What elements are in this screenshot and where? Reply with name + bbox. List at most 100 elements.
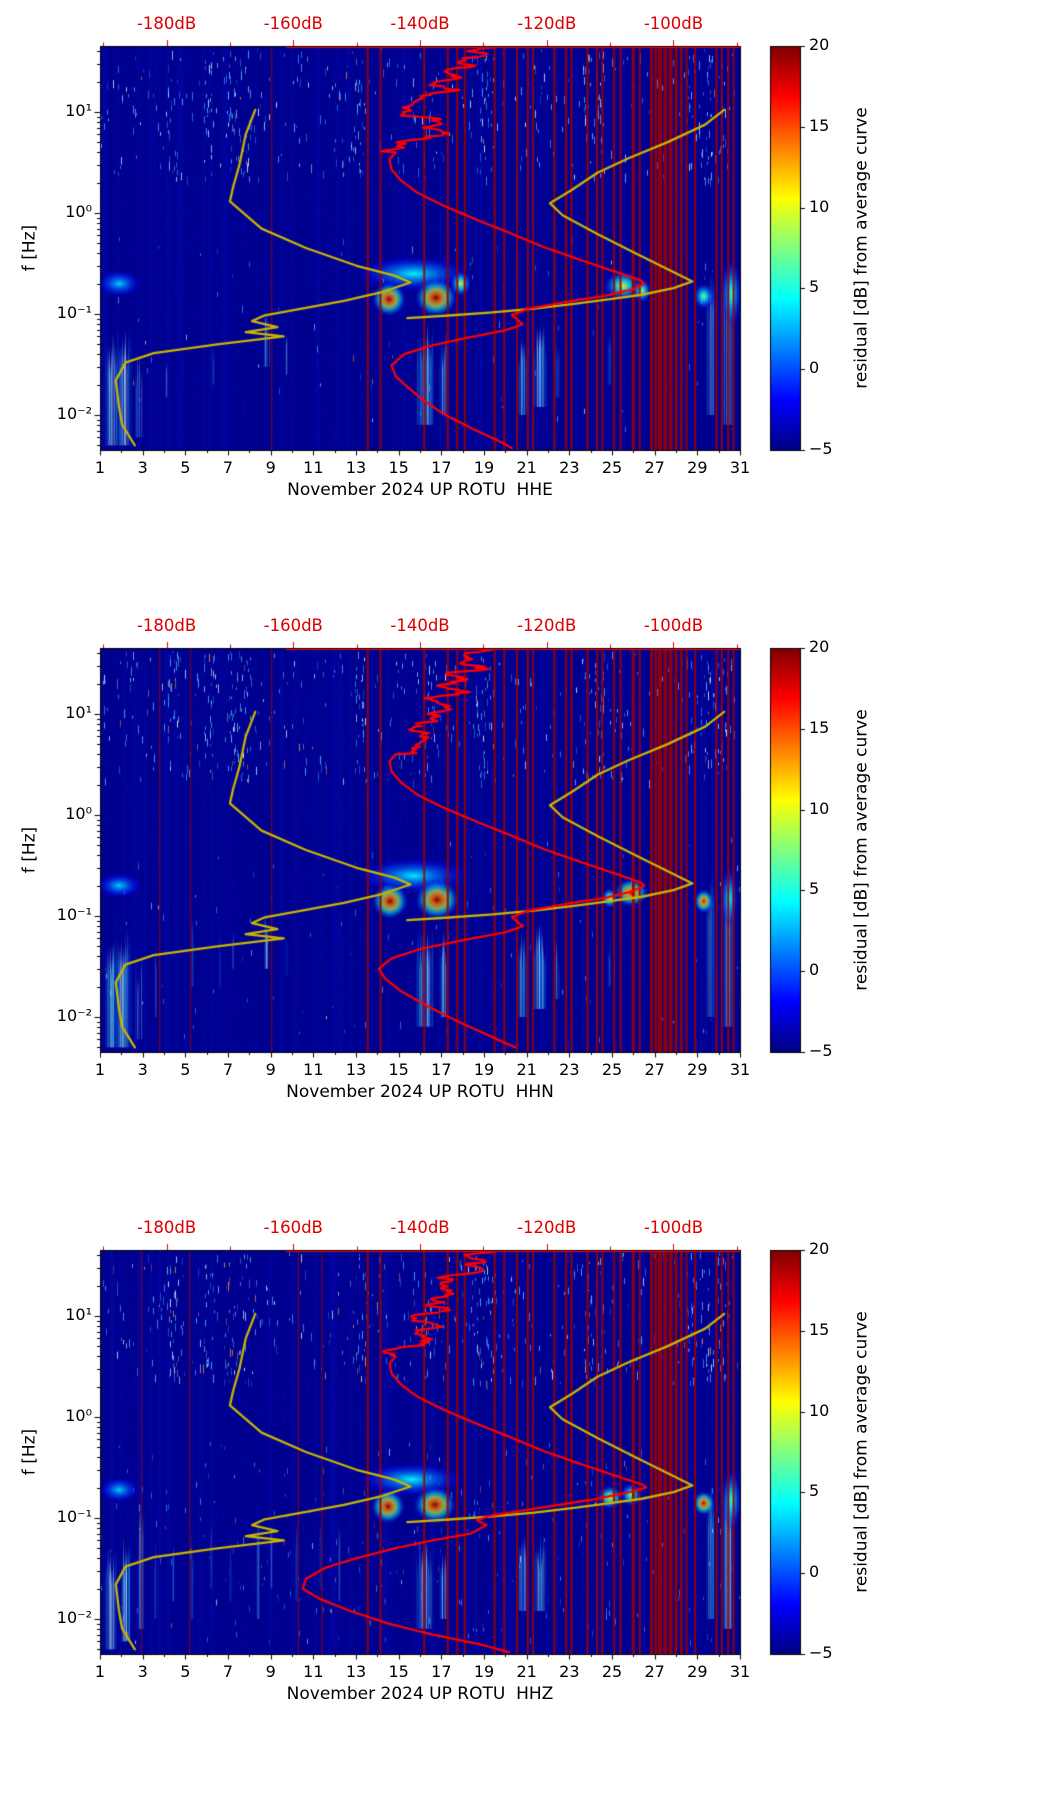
colorbar-tick-label: 15: [809, 717, 830, 737]
x-axis-title: November 2024 UP ROTU HHZ: [286, 1684, 554, 1704]
y-tick-label: 10⁻²: [56, 403, 92, 423]
x-tick-label: 1: [94, 458, 106, 477]
x-tick-label: 9: [265, 458, 276, 477]
x-tick-label: 7: [222, 458, 234, 477]
colorbar-tick-label: 5: [809, 1481, 820, 1501]
y-tick-label: 10⁰: [65, 201, 92, 221]
y-axis-title: f [Hz]: [19, 826, 40, 874]
y-axis-title: f [Hz]: [19, 1428, 40, 1476]
x-tick-label: 5: [180, 458, 191, 477]
x-tick-label: 9: [265, 1662, 276, 1681]
x-tick-label: 11: [303, 458, 324, 477]
x-tick-label: 13: [345, 458, 367, 477]
colorbar-tick-label: 15: [809, 115, 830, 135]
top-axis-tick-label: -120dB: [517, 1218, 577, 1237]
colorbar-title: residual [dB] from average curve: [851, 709, 872, 991]
colorbar-title: residual [dB] from average curve: [851, 1311, 872, 1593]
x-tick-label: 1: [94, 1060, 106, 1079]
x-tick-label: 13: [345, 1662, 367, 1681]
y-axis-title: f [Hz]: [19, 224, 40, 272]
colorbar-tick-label: 20: [809, 637, 830, 656]
x-tick-label: 15: [388, 1662, 409, 1681]
x-tick-label: 23: [559, 1662, 580, 1681]
spectrogram-canvas-hhz: [0, 1204, 1052, 1806]
top-axis-tick-label: -180dB: [136, 616, 197, 635]
spectrogram-canvas-hhe: [0, 0, 1052, 602]
x-tick-label: 3: [137, 1662, 148, 1681]
colorbar-tick-label: 0: [809, 1562, 820, 1582]
spectrogram-canvas-hhn: [0, 602, 1052, 1204]
y-tick-label: 10¹: [65, 702, 92, 722]
y-tick-label: 10⁻²: [56, 1607, 92, 1627]
y-tick-label: 10¹: [65, 100, 92, 120]
top-axis-tick-label: -140dB: [390, 616, 450, 635]
x-tick-label: 17: [431, 1060, 452, 1079]
x-tick-label: 19: [473, 1662, 495, 1681]
x-tick-label: 5: [180, 1060, 191, 1079]
y-tick-label: 10⁰: [65, 803, 92, 823]
x-tick-label: 11: [303, 1060, 324, 1079]
x-tick-label: 29: [687, 1662, 708, 1681]
x-tick-label: 21: [516, 1662, 537, 1681]
x-tick-label: 23: [559, 1060, 580, 1079]
x-tick-label: 31: [729, 1060, 751, 1079]
y-tick-label: 10⁻¹: [56, 302, 92, 322]
top-axis-tick-label: -100dB: [643, 1218, 704, 1237]
colorbar-tick-label: 20: [809, 35, 830, 54]
figure-hhn: November 2024 UP ROTU HHN f [Hz] residua…: [0, 602, 1052, 1204]
x-tick-label: 15: [388, 1060, 409, 1079]
x-tick-label: 31: [729, 1662, 751, 1681]
colorbar-tick-label: −5: [809, 1041, 833, 1060]
x-tick-label: 21: [516, 1060, 537, 1079]
top-axis-tick-label: -180dB: [136, 1218, 197, 1237]
x-tick-label: 15: [388, 458, 409, 477]
x-tick-label: 17: [431, 1662, 452, 1681]
y-tick-label: 10⁻¹: [56, 1506, 92, 1526]
colorbar-tick-label: 15: [809, 1319, 830, 1339]
colorbar-tick-label: 5: [809, 277, 820, 297]
x-tick-label: 17: [431, 458, 452, 477]
x-tick-label: 25: [601, 458, 623, 477]
colorbar-tick-label: 10: [809, 1400, 830, 1420]
x-tick-label: 27: [644, 458, 665, 477]
x-tick-label: 7: [222, 1662, 234, 1681]
y-tick-label: 10⁰: [65, 1405, 92, 1425]
x-tick-label: 19: [473, 1060, 495, 1079]
x-tick-label: 7: [222, 1060, 234, 1079]
colorbar-tick-label: 20: [809, 1239, 830, 1258]
top-axis-tick-label: -160dB: [263, 1218, 323, 1237]
top-axis-tick-label: -120dB: [517, 14, 577, 33]
x-tick-label: 19: [473, 458, 495, 477]
x-tick-label: 29: [687, 458, 708, 477]
colorbar-tick-label: −5: [809, 439, 833, 458]
colorbar-title: residual [dB] from average curve: [851, 107, 872, 389]
colorbar-tick-label: 0: [809, 358, 820, 378]
x-tick-label: 29: [687, 1060, 708, 1079]
top-axis-tick-label: -160dB: [263, 616, 323, 635]
x-axis-title: November 2024 UP ROTU HHE: [287, 480, 553, 500]
x-tick-label: 5: [180, 1662, 191, 1681]
top-axis-tick-label: -100dB: [643, 616, 704, 635]
colorbar-tick-label: 5: [809, 879, 820, 899]
x-tick-label: 25: [601, 1662, 623, 1681]
x-axis-title: November 2024 UP ROTU HHN: [286, 1082, 554, 1102]
top-axis-tick-label: -160dB: [263, 14, 323, 33]
x-tick-label: 3: [137, 458, 148, 477]
colorbar-tick-label: −5: [809, 1643, 833, 1662]
x-tick-label: 3: [137, 1060, 148, 1079]
x-tick-label: 27: [644, 1662, 665, 1681]
x-tick-label: 13: [345, 1060, 367, 1079]
colorbar-tick-label: 10: [809, 196, 830, 216]
top-axis-tick-label: -180dB: [136, 14, 197, 33]
x-tick-label: 11: [303, 1662, 324, 1681]
top-axis-tick-label: -140dB: [390, 1218, 450, 1237]
y-tick-label: 10⁻¹: [56, 904, 92, 924]
top-axis-tick-label: -100dB: [643, 14, 704, 33]
figure-hhz: November 2024 UP ROTU HHZ f [Hz] residua…: [0, 1204, 1052, 1806]
x-tick-label: 21: [516, 458, 537, 477]
colorbar-tick-label: 10: [809, 798, 830, 818]
x-tick-label: 25: [601, 1060, 623, 1079]
x-tick-label: 1: [94, 1662, 106, 1681]
y-tick-label: 10¹: [65, 1304, 92, 1324]
top-axis-tick-label: -120dB: [517, 616, 577, 635]
